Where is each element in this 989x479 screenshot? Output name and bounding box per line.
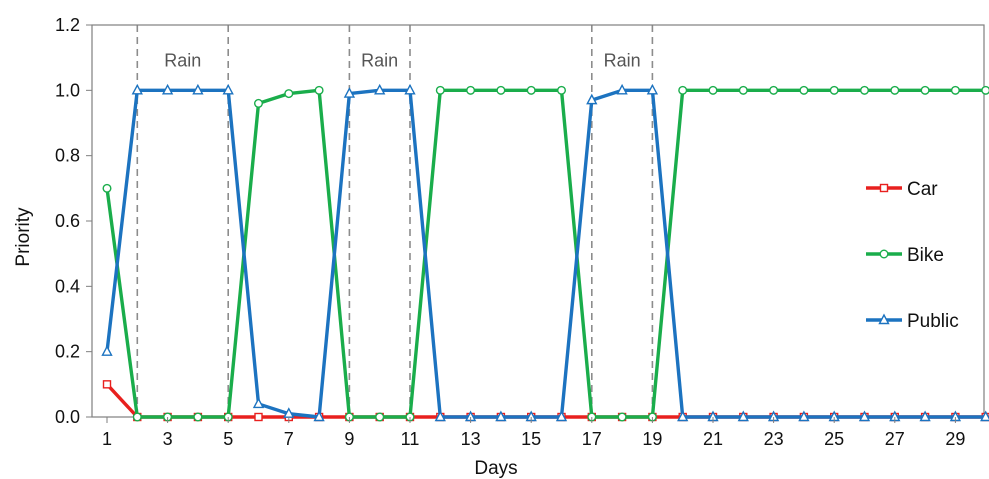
- x-tick-label: 3: [163, 429, 173, 449]
- x-tick-label: 9: [344, 429, 354, 449]
- bike-point: [526, 85, 536, 95]
- car-series: [102, 380, 989, 422]
- legend-bike-marker: [879, 249, 889, 259]
- public-point: [677, 410, 689, 422]
- public-point: [252, 397, 265, 409]
- series-layer: [101, 83, 989, 422]
- public-point: [343, 87, 356, 98]
- y-tick-label: 0.4: [55, 276, 80, 296]
- car-line: [105, 383, 986, 419]
- bike-point: [496, 85, 506, 95]
- legend-public-label: Public: [907, 311, 959, 332]
- bike-point: [950, 85, 960, 95]
- public-point: [434, 410, 446, 422]
- y-axis-label: Priority: [13, 207, 34, 267]
- x-tick-label: 1: [102, 429, 112, 449]
- public-point: [555, 410, 568, 422]
- rain-label: Rain: [604, 51, 641, 71]
- x-tick-label: 5: [223, 429, 233, 449]
- public-point: [646, 83, 659, 95]
- car-point: [254, 412, 263, 422]
- public-point: [161, 83, 174, 95]
- rain-label: Rain: [361, 51, 398, 71]
- public-point: [737, 410, 749, 422]
- bike-point: [738, 85, 748, 95]
- bike-point: [799, 85, 809, 95]
- bike-point: [375, 412, 385, 422]
- bike-point: [708, 85, 718, 95]
- public-point: [798, 410, 810, 422]
- x-tick-label: 11: [401, 429, 420, 449]
- y-tick-label: 0.6: [55, 211, 80, 231]
- bike-point: [829, 85, 839, 95]
- bike-point: [678, 85, 688, 95]
- bike-series: [102, 85, 989, 422]
- car-point: [102, 380, 112, 389]
- bike-point: [253, 98, 263, 108]
- x-tick-label: 7: [284, 429, 294, 449]
- x-axis-label: Days: [474, 458, 517, 479]
- legend-car-label: Car: [907, 179, 938, 200]
- public-point: [131, 83, 143, 95]
- bike-point: [102, 183, 112, 193]
- plot-frame: [91, 24, 985, 418]
- bike-point: [769, 85, 779, 95]
- bike-point: [890, 85, 900, 95]
- rain-label: Rain: [164, 51, 201, 71]
- x-tick-label: 17: [582, 429, 602, 449]
- y-tick-label: 0.2: [55, 342, 80, 362]
- bike-point: [284, 89, 294, 99]
- public-point: [374, 83, 386, 95]
- public-point: [101, 345, 113, 356]
- rain-labels: Rain Rain Rain: [164, 51, 640, 71]
- public-line: [105, 88, 986, 419]
- bike-point: [132, 412, 142, 422]
- y-tick-label: 1.0: [55, 80, 80, 100]
- public-point: [586, 93, 598, 105]
- public-point: [919, 410, 931, 422]
- x-tick-label: 19: [642, 429, 662, 449]
- public-point: [404, 83, 416, 95]
- x-tick-label: 21: [703, 429, 723, 449]
- x-tick-label: 25: [824, 429, 844, 449]
- legend-public-marker: [878, 313, 890, 325]
- bike-line: [105, 88, 986, 419]
- public-point: [192, 83, 204, 95]
- bike-point: [860, 85, 870, 95]
- y-axis: 0.0 0.2 0.4 0.6 0.8 1.0 1.2: [55, 15, 92, 427]
- public-point: [616, 83, 628, 95]
- x-tick-label: 15: [521, 429, 541, 449]
- public-point: [313, 410, 325, 422]
- public-point: [222, 83, 234, 95]
- bike-point: [435, 85, 445, 95]
- bike-point: [314, 85, 324, 95]
- y-tick-label: 0.0: [55, 407, 80, 427]
- bike-point: [920, 85, 930, 95]
- y-tick-label: 1.2: [55, 15, 80, 35]
- bike-point: [466, 85, 476, 95]
- public-series: [101, 83, 989, 422]
- x-axis: 1 3 5 7 9 11 13 15 17 19 21 23 25 27 29: [102, 417, 965, 449]
- legend-car-marker: [879, 183, 889, 193]
- bike-point: [193, 412, 203, 422]
- public-point: [858, 410, 871, 422]
- bike-point: [557, 85, 567, 95]
- bike-point: [981, 85, 989, 95]
- plot-border: [91, 24, 985, 418]
- public-point: [495, 410, 507, 422]
- y-tick-label: 0.8: [55, 146, 80, 166]
- public-point: [980, 410, 989, 422]
- x-tick-label: 23: [764, 429, 784, 449]
- x-tick-label: 13: [461, 429, 481, 449]
- legend: Car Bike Public: [866, 179, 959, 332]
- x-tick-label: 29: [945, 429, 965, 449]
- bike-point: [617, 412, 627, 422]
- legend-bike-label: Bike: [907, 245, 944, 266]
- x-tick-label: 27: [885, 429, 905, 449]
